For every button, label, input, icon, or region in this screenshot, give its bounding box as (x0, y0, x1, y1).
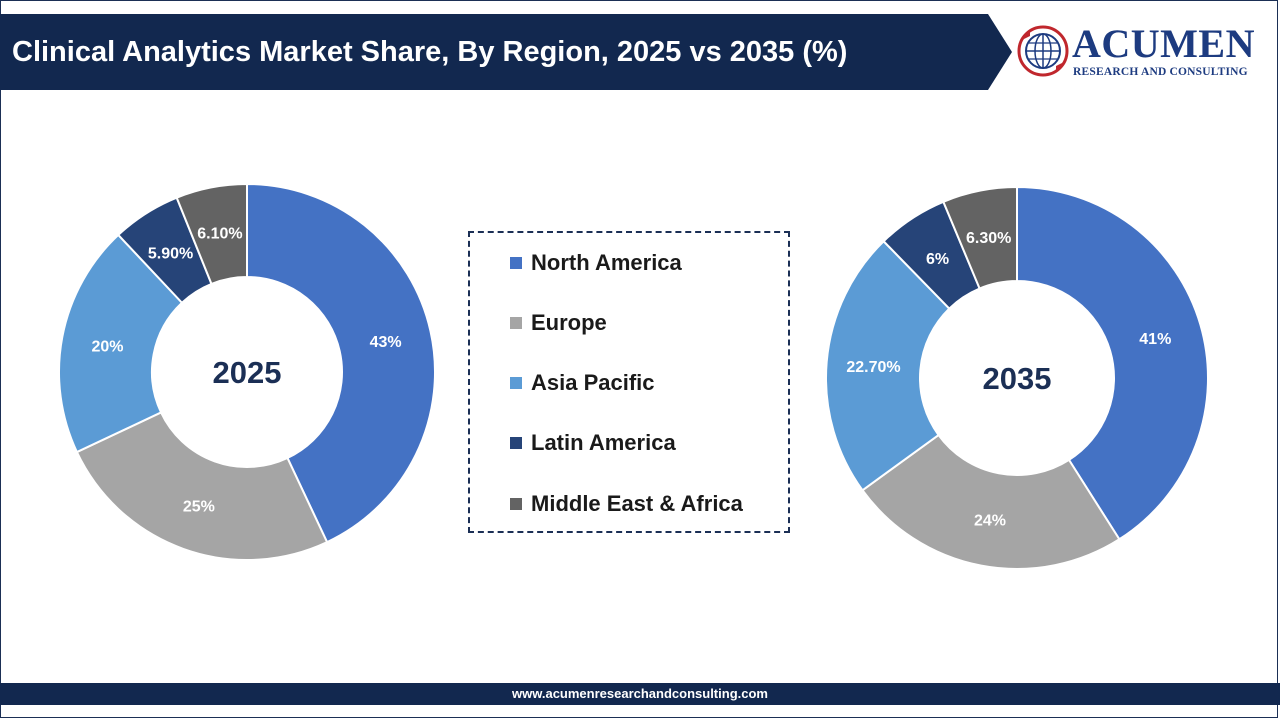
legend-label: Europe (531, 310, 607, 335)
globe-logo-icon (1017, 25, 1069, 77)
legend-item-latin-america: Latin America (510, 428, 676, 458)
legend-item-europe: Europe (510, 308, 607, 338)
legend-item-asia-pacific: Asia Pacific (510, 368, 655, 398)
legend-label: North America (531, 250, 682, 275)
legend-swatch (510, 317, 522, 329)
slice-2025-europe (75, 411, 329, 561)
legend-swatch (510, 437, 522, 449)
legend-item-north-america: North America (510, 248, 682, 278)
data-label-2035-europe: 24% (974, 512, 1006, 529)
legend-label: Asia Pacific (531, 370, 655, 395)
slice-2035-north-america (1016, 185, 1209, 541)
data-label-2025-north-america: 43% (370, 334, 402, 351)
donut-center-title-2025: 2025 (213, 355, 282, 390)
legend-label: Latin America (531, 430, 676, 455)
donut-charts: 43% 25% 20% 5.90%6.10% 2025 41% 24% 22.70% 6% 6.3… (58, 182, 1209, 570)
logo-tagline: RESEARCH AND CONSULTING (1073, 66, 1248, 78)
slice-2025-north-america (246, 182, 436, 544)
data-label-2035-middle-east-africa: 6.30% (966, 230, 1011, 247)
slice-2035-middle-east-africa (942, 185, 1018, 290)
data-label-2025-middle-east-africa: 6.10% (197, 226, 242, 243)
data-label-2025-asia-pacific: 20% (91, 338, 123, 355)
data-label-2035-north-america: 41% (1139, 331, 1171, 348)
legend-swatch (510, 257, 522, 269)
data-label-2025-latin-america: 5.90% (148, 245, 193, 262)
logo-name: ACUMEN (1072, 21, 1255, 66)
chart-legend: North America Europe Asia Pacific Latin … (468, 231, 790, 533)
data-label-2035-asia-pacific: 22.70% (846, 359, 900, 376)
footer-url: www.acumenresearchandconsulting.com (0, 683, 1280, 705)
title-banner (0, 14, 1012, 90)
legend-swatch (510, 498, 522, 510)
acumen-logo: ACUMEN RESEARCH AND CONSULTING (1012, 18, 1272, 88)
slice-2035-europe (861, 433, 1121, 570)
chart-title: Clinical Analytics Market Share, By Regi… (12, 36, 848, 68)
data-label-2025-europe: 25% (183, 499, 215, 516)
legend-label: Middle East & Africa (531, 491, 743, 516)
legend-swatch (510, 377, 522, 389)
data-label-2035-latin-america: 6% (926, 251, 949, 268)
slice-2035-asia-pacific (825, 239, 951, 492)
slice-2025-middle-east-africa (175, 182, 248, 286)
slice-2025-asia-pacific (58, 233, 184, 454)
donut-center-title-2035: 2035 (983, 361, 1052, 396)
legend-item-middle-east-africa: Middle East & Africa (510, 489, 743, 519)
